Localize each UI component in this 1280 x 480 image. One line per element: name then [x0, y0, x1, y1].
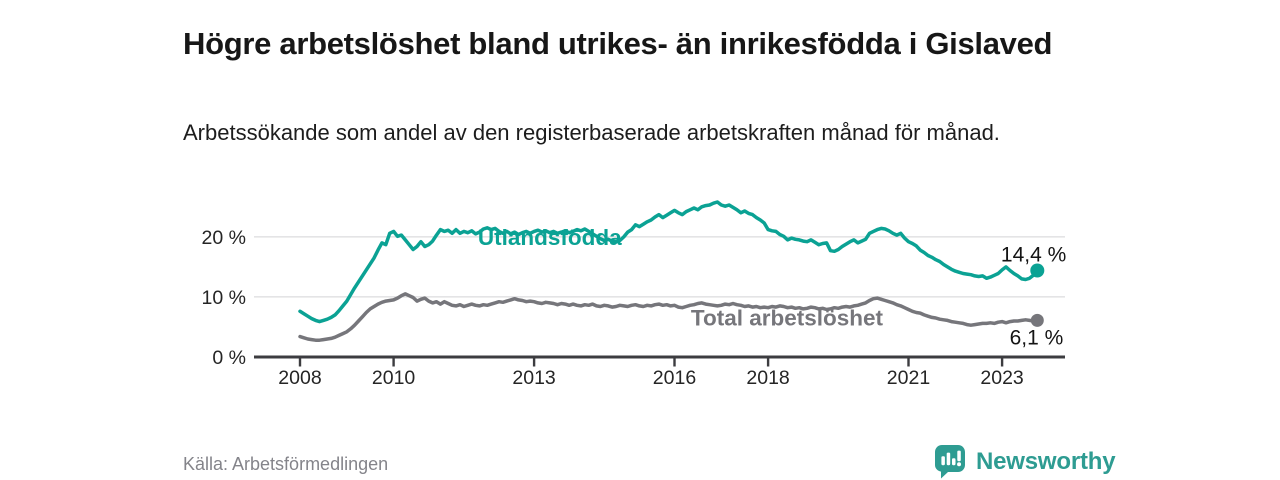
y-axis-tick-label: 20 % — [202, 227, 246, 249]
newsworthy-bubble-chart-icon — [935, 445, 965, 479]
series-end-value-label: 6,1 % — [1010, 326, 1064, 349]
x-axis-tick-label: 2021 — [887, 367, 930, 389]
y-axis-tick-label: 0 % — [212, 347, 246, 369]
newsworthy-wordmark: Newsworthy — [976, 447, 1116, 475]
series-label: Total arbetslöshet — [691, 305, 884, 330]
series-line-utlandsfodda — [298, 200, 1040, 324]
source-note: Källa: Arbetsförmedlingen — [183, 454, 389, 474]
series-line-total-arbetsloshet — [298, 292, 1040, 342]
page-title: Högre arbetslöshet bland utrikes- än inr… — [183, 25, 1053, 61]
x-axis-tick-label: 2008 — [278, 367, 321, 389]
y-axis-tick-label: 10 % — [202, 287, 246, 309]
series-end-dot — [1030, 313, 1044, 327]
x-axis-tick-label: 2023 — [980, 367, 1023, 389]
series-label: Utlandsfödda — [478, 225, 622, 250]
newsworthy-logo: Newsworthy — [933, 443, 1116, 480]
series-end-dot — [1030, 263, 1045, 278]
x-axis-tick-label: 2016 — [653, 367, 696, 389]
x-axis-tick-label: 2010 — [372, 367, 416, 389]
x-axis-tick-label: 2018 — [746, 367, 789, 389]
page-subtitle: Arbetssökande som andel av den registerb… — [183, 120, 1000, 145]
series-end-value-label: 14,4 % — [1001, 244, 1066, 267]
x-axis-tick-label: 2013 — [512, 367, 555, 389]
